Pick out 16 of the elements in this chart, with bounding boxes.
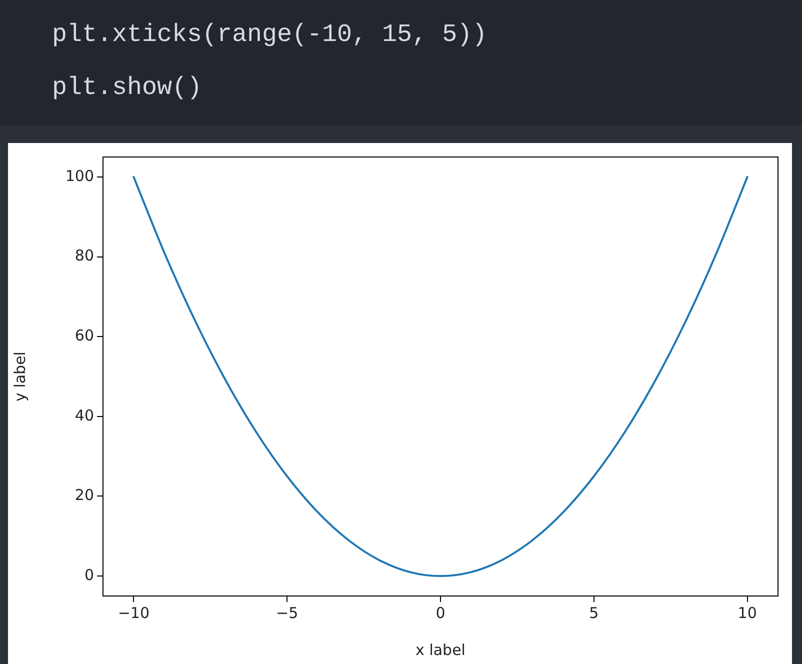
x-tick-label: 10: [738, 604, 757, 622]
text: plt.xticks(range(-10, 15, 5)): [52, 19, 488, 51]
y-tick-label: 60: [74, 326, 94, 344]
y-tick-label: 40: [74, 406, 94, 424]
x-tick-label: 5: [589, 604, 599, 622]
y-tick-label: 20: [74, 486, 94, 504]
x-tick-label: −10: [118, 604, 150, 622]
x-axis-title: x label: [416, 640, 466, 659]
y-axis-title: y label: [10, 352, 29, 402]
y-tick-label: 80: [74, 246, 94, 265]
line-series: [132, 176, 748, 578]
text: plt.show(): [52, 72, 204, 104]
x-tick-label: −5: [276, 604, 298, 622]
x-tick-label: 0: [436, 604, 446, 622]
y-tick-label: 100: [65, 166, 94, 185]
y-tick-label: 0: [84, 566, 94, 584]
